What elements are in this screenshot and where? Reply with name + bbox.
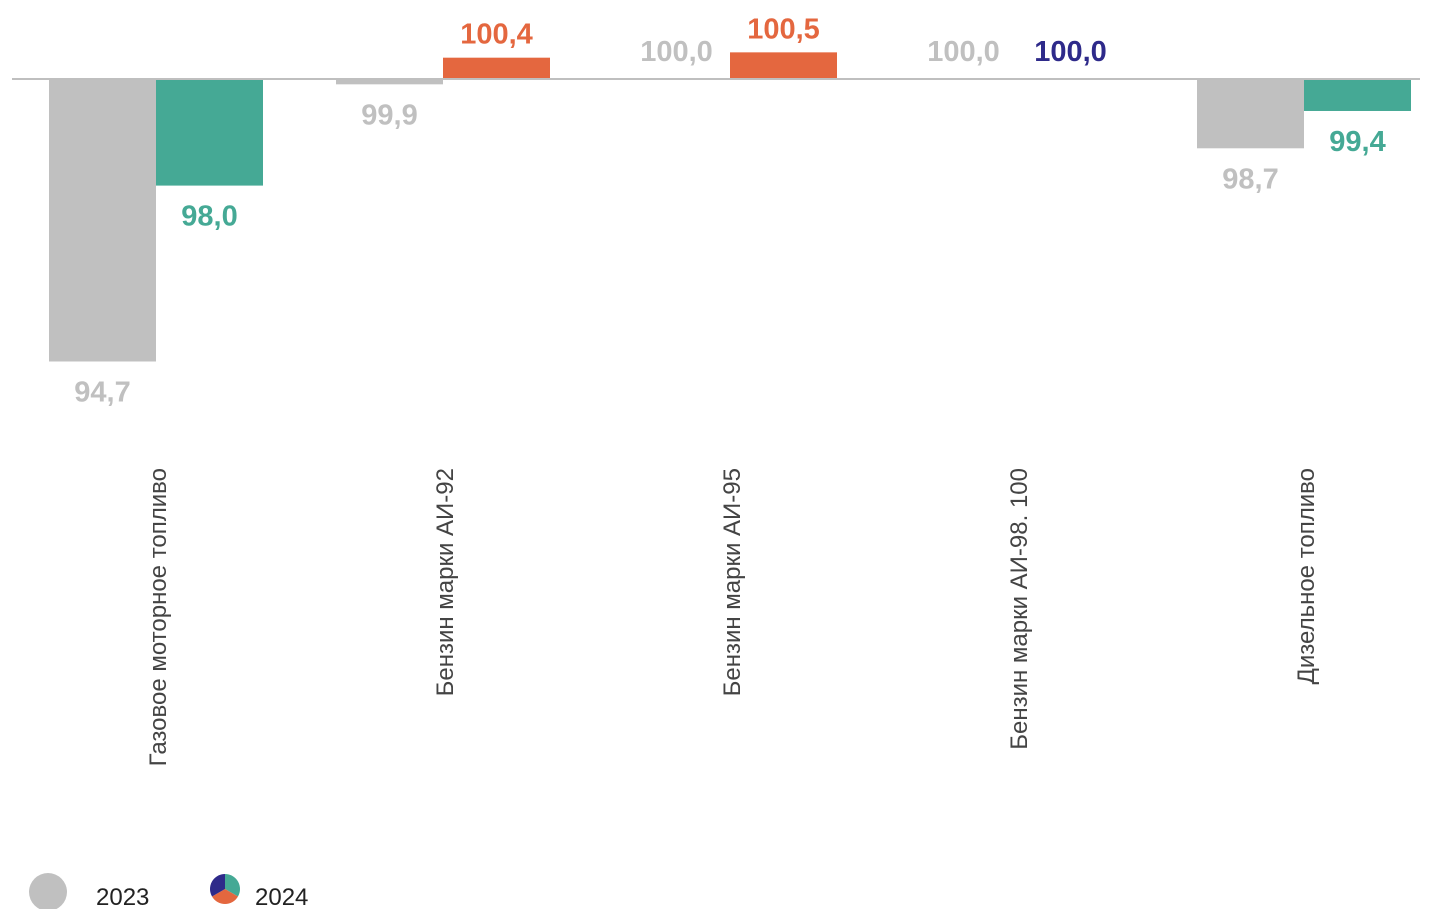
- category-label-5: Дизельное топливо: [1293, 468, 1320, 684]
- bar-2024-3: [730, 52, 837, 79]
- legend: 2023 2024: [0, 872, 400, 911]
- category-label-4: Бензин марки АИ-98. 100: [1006, 468, 1033, 750]
- data-label-2024-3: 100,5: [747, 13, 820, 45]
- data-label-2024-1: 98,0: [181, 201, 237, 233]
- category-label-3: Бензин марки АИ-95: [719, 468, 746, 696]
- category-label-1: Газовое моторное топливо: [145, 468, 172, 766]
- bar-2024-1: [156, 79, 263, 186]
- data-label-2023-4: 100,0: [927, 36, 1000, 68]
- bar-2023-2: [336, 79, 443, 85]
- category-labels: Газовое моторное топливо Бензин марки АИ-…: [145, 468, 1320, 766]
- bar-2023-1: [49, 79, 156, 362]
- legend-swatch-tricolor-icon: [210, 874, 240, 904]
- bar-2024-2: [443, 57, 550, 79]
- bar-2024-5: [1304, 79, 1411, 111]
- data-label-2023-5: 98,7: [1222, 163, 1278, 195]
- data-label-2024-2: 100,4: [460, 19, 533, 51]
- data-label-2023-2: 99,9: [361, 99, 417, 131]
- legend-swatch-gray-icon: [29, 873, 67, 909]
- labels-layer: 94,7 98,0 99,9 100,4 100,0 100,5 100,0 100,0 98,…: [74, 13, 1385, 408]
- data-label-2024-5: 99,4: [1329, 126, 1385, 158]
- bar-chart: 94,7 98,0 99,9 100,4 100,0 100,5 100,0 100,0 98,…: [12, 13, 1420, 766]
- bar-2023-5: [1197, 79, 1304, 149]
- data-label-2024-4: 100,0: [1034, 36, 1107, 68]
- bars-layer: [49, 52, 1411, 362]
- data-label-2023-3: 100,0: [640, 36, 713, 68]
- category-label-2: Бензин марки АИ-92: [432, 468, 459, 696]
- legend-label: 2023: [96, 884, 150, 911]
- legend-label: 2024: [255, 884, 309, 911]
- data-label-2023-1: 94,7: [74, 376, 130, 408]
